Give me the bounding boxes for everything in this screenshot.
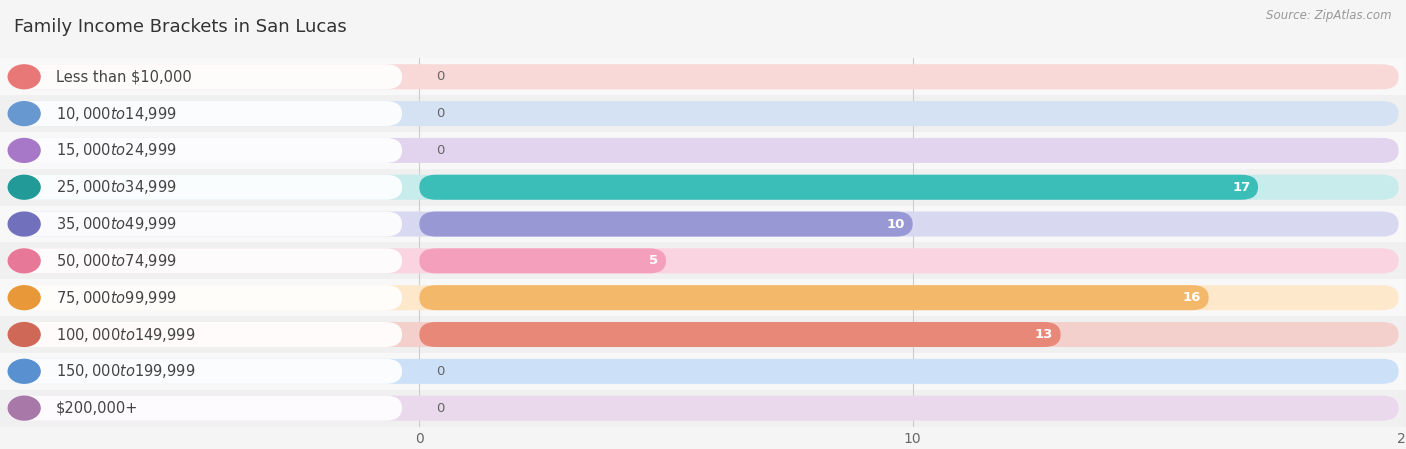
- Text: $100,000 to $149,999: $100,000 to $149,999: [56, 326, 195, 343]
- Text: Less than $10,000: Less than $10,000: [56, 69, 191, 84]
- Text: 0: 0: [437, 107, 444, 120]
- FancyBboxPatch shape: [0, 279, 1406, 316]
- FancyBboxPatch shape: [7, 359, 1399, 384]
- Text: $35,000 to $49,999: $35,000 to $49,999: [56, 215, 177, 233]
- Text: $200,000+: $200,000+: [56, 401, 138, 416]
- FancyBboxPatch shape: [0, 316, 1406, 353]
- FancyBboxPatch shape: [7, 211, 402, 237]
- Text: $25,000 to $34,999: $25,000 to $34,999: [56, 178, 177, 196]
- Text: 0: 0: [437, 144, 444, 157]
- Text: $50,000 to $74,999: $50,000 to $74,999: [56, 252, 177, 270]
- Circle shape: [8, 286, 41, 309]
- FancyBboxPatch shape: [7, 101, 1399, 126]
- FancyBboxPatch shape: [0, 132, 1406, 169]
- FancyBboxPatch shape: [7, 248, 1399, 273]
- Text: 13: 13: [1035, 328, 1053, 341]
- FancyBboxPatch shape: [7, 285, 402, 310]
- FancyBboxPatch shape: [7, 322, 1399, 347]
- Text: Family Income Brackets in San Lucas: Family Income Brackets in San Lucas: [14, 18, 347, 36]
- FancyBboxPatch shape: [419, 248, 666, 273]
- FancyBboxPatch shape: [419, 175, 1258, 200]
- Circle shape: [8, 249, 41, 273]
- Text: Source: ZipAtlas.com: Source: ZipAtlas.com: [1267, 9, 1392, 22]
- Circle shape: [8, 65, 41, 88]
- FancyBboxPatch shape: [0, 242, 1406, 279]
- FancyBboxPatch shape: [0, 390, 1406, 427]
- FancyBboxPatch shape: [419, 322, 1060, 347]
- FancyBboxPatch shape: [7, 175, 402, 200]
- Circle shape: [8, 102, 41, 125]
- FancyBboxPatch shape: [0, 169, 1406, 206]
- Circle shape: [8, 139, 41, 162]
- FancyBboxPatch shape: [7, 211, 1399, 237]
- FancyBboxPatch shape: [7, 285, 1399, 310]
- Circle shape: [8, 396, 41, 420]
- Text: $10,000 to $14,999: $10,000 to $14,999: [56, 105, 177, 123]
- Circle shape: [8, 323, 41, 346]
- Text: 0: 0: [437, 365, 444, 378]
- Circle shape: [8, 360, 41, 383]
- FancyBboxPatch shape: [7, 64, 402, 89]
- Text: 0: 0: [437, 402, 444, 414]
- FancyBboxPatch shape: [419, 211, 912, 237]
- FancyBboxPatch shape: [419, 285, 1209, 310]
- Text: 10: 10: [887, 218, 905, 230]
- FancyBboxPatch shape: [7, 138, 402, 163]
- Text: $75,000 to $99,999: $75,000 to $99,999: [56, 289, 177, 307]
- Text: 0: 0: [437, 70, 444, 83]
- FancyBboxPatch shape: [0, 353, 1406, 390]
- FancyBboxPatch shape: [0, 58, 1406, 95]
- Text: $150,000 to $199,999: $150,000 to $199,999: [56, 362, 195, 380]
- FancyBboxPatch shape: [7, 396, 1399, 421]
- FancyBboxPatch shape: [7, 138, 1399, 163]
- Text: 16: 16: [1182, 291, 1201, 304]
- FancyBboxPatch shape: [7, 64, 1399, 89]
- Circle shape: [8, 176, 41, 199]
- Text: 17: 17: [1232, 181, 1250, 194]
- FancyBboxPatch shape: [7, 248, 402, 273]
- FancyBboxPatch shape: [0, 206, 1406, 242]
- FancyBboxPatch shape: [0, 95, 1406, 132]
- FancyBboxPatch shape: [7, 359, 402, 384]
- Circle shape: [8, 212, 41, 236]
- FancyBboxPatch shape: [7, 175, 1399, 200]
- Text: $15,000 to $24,999: $15,000 to $24,999: [56, 141, 177, 159]
- FancyBboxPatch shape: [7, 396, 402, 421]
- Text: 5: 5: [650, 255, 658, 267]
- FancyBboxPatch shape: [7, 101, 402, 126]
- FancyBboxPatch shape: [7, 322, 402, 347]
